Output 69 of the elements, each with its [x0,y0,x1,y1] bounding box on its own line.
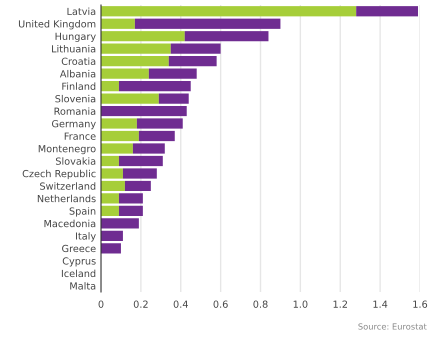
y-tick-label: Spain [70,207,96,217]
y-tick-label: Romania [54,107,96,115]
bar [101,230,123,241]
bar [132,143,165,154]
bar [101,93,159,104]
y-tick-label: Lithuania [52,44,96,53]
bar [101,6,356,16]
bar [101,118,137,129]
y-tick-label: Macedonia [44,220,96,228]
bar [101,31,185,42]
y-tick-label: Finland [62,82,96,90]
y-tick-label: Albania [60,70,96,78]
y-tick-label: Switzerland [40,182,96,190]
bar [101,18,135,29]
y-tick-label: France [64,132,96,140]
bar [118,80,191,92]
source-note: Source: Eurostat [358,323,427,330]
y-tick-label: Greece [62,244,96,252]
bar [168,56,217,66]
bar [101,243,121,254]
y-tick-label: Czech Republic [22,170,96,180]
bar [101,168,123,179]
bar [124,180,151,192]
bar [118,193,143,204]
x-tick-label: 0.4 [174,300,188,308]
bar [101,143,133,154]
bar [136,118,183,129]
y-tick-label: Montenegro [38,145,96,154]
bar [101,156,119,166]
y-tick-label: Croatia [62,57,96,65]
y-tick-label: Cyprus [62,257,96,267]
bar [101,80,119,92]
x-tick-label: 0.8 [253,300,268,308]
y-tick-label: Germany [52,120,96,130]
bar [118,156,163,166]
bar [138,130,175,142]
bar [101,44,171,54]
bar [158,93,189,104]
x-tick-label: 1.4 [373,300,388,308]
y-tick-label: United Kingdom [18,20,96,30]
bar [101,180,125,192]
bar [101,56,169,66]
bar [101,130,139,142]
bar [101,206,119,216]
y-tick-label: Latvia [67,8,96,16]
bar [101,68,149,79]
y-tick-label: Netherlands [38,194,96,202]
x-tick-label: 1.2 [334,300,348,308]
x-tick-label: 0.6 [214,300,228,308]
y-tick-label: Slovakia [56,157,96,165]
bar [356,6,418,16]
bar [101,193,119,204]
y-tick-label: Italy [76,232,96,242]
bar [101,106,187,116]
bar [134,18,280,29]
x-tick-label: 0.2 [134,300,148,308]
bar [122,168,157,179]
y-tick-label: Malta [70,282,96,290]
bar [101,218,139,228]
bar [148,68,197,79]
bar [170,44,221,54]
bar [184,31,268,42]
x-tick-label: 0 [98,300,104,308]
bar [118,206,143,216]
x-tick-label: 1.6 [413,300,428,308]
x-tick-label: 1.0 [294,300,308,308]
y-tick-label: Hungary [56,32,96,42]
y-tick-label: Slovenia [55,94,96,102]
y-tick-label: Iceland [62,270,96,278]
